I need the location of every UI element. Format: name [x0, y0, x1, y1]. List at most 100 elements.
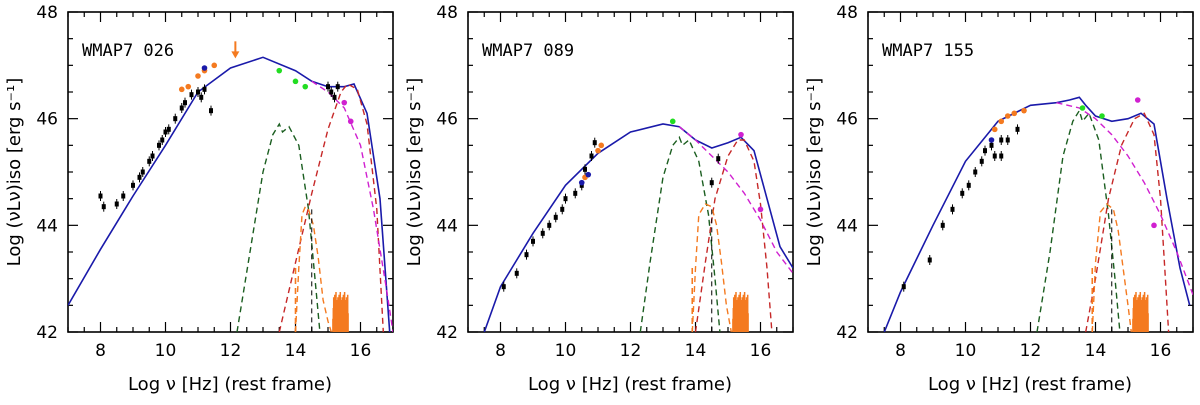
data-point: [547, 222, 552, 228]
data-point: [531, 238, 535, 244]
x-tick-label: 8: [895, 341, 906, 361]
data-point: [195, 73, 201, 79]
data-point: [1015, 126, 1020, 132]
data-point: [178, 86, 185, 93]
data-point: [183, 100, 187, 106]
data-point: [189, 92, 194, 98]
data-point: [991, 126, 998, 133]
x-tick-label: 8: [95, 341, 106, 361]
y-tick-labels: 42 44 46 48: [36, 3, 58, 343]
data-point: [1099, 113, 1105, 119]
y-tick-label: 48: [436, 3, 458, 23]
y-tick-label: 46: [836, 110, 858, 130]
data-point: [196, 89, 200, 95]
data-point: [332, 94, 337, 100]
data-point: [960, 190, 965, 196]
data-point: [209, 108, 213, 114]
plot-marks: [68, 41, 393, 332]
data-point: [979, 158, 984, 164]
optical-spectrum: [332, 292, 349, 332]
plot-marks: [883, 96, 1193, 332]
x-tick-label: 16: [750, 341, 772, 361]
data-point: [341, 99, 348, 106]
x-tick-label: 14: [685, 341, 707, 361]
data-point: [540, 230, 545, 236]
data-point: [901, 284, 906, 290]
data-point: [592, 140, 597, 146]
data-point: [276, 67, 283, 74]
data-point: [563, 196, 568, 202]
model-curve-3: [1056, 102, 1193, 295]
data-point: [1005, 137, 1010, 143]
y-tick-labels: 42 44 46 48: [836, 3, 858, 343]
data-point: [999, 137, 1004, 143]
x-tick-label: 12: [220, 341, 242, 361]
upper-limit-arrow-head: [231, 51, 240, 59]
data-point: [940, 222, 945, 228]
y-tick-label: 46: [436, 110, 458, 130]
model-curve-4: [294, 205, 332, 332]
model-curve-3: [311, 80, 393, 332]
x-tick-label: 14: [285, 341, 307, 361]
sed-panel-3: WMAP7 155 8 10 12 14 16 42 44 46 48 Log ν [Hz] …: [804, 3, 1194, 395]
data-point: [578, 179, 585, 186]
panel-title: WMAP7 026: [82, 41, 174, 61]
data-point: [983, 148, 987, 154]
data-point: [202, 86, 207, 92]
y-tick-label: 42: [836, 323, 858, 343]
sed-panel-2: WMAP7 089 8 10 12 14 16 42 44 46 48 Log ν [Hz] …: [404, 3, 794, 395]
data-point: [147, 158, 152, 164]
data-point: [98, 193, 103, 199]
data-point: [927, 257, 932, 263]
x-axis-label: Log ν [Hz] (rest frame): [928, 374, 1132, 395]
y-tick-label: 48: [36, 3, 58, 23]
data-point: [716, 156, 721, 162]
x-axis-label: Log ν [Hz] (rest frame): [528, 374, 732, 395]
model-curve-1: [639, 135, 721, 332]
y-tick-label: 42: [436, 323, 458, 343]
data-point: [131, 182, 135, 188]
optical-spectrum: [732, 292, 749, 332]
model-curve-1: [236, 122, 321, 332]
data-point: [966, 182, 971, 188]
data-point: [595, 147, 601, 154]
model-curve-3: [678, 126, 793, 274]
data-point: [173, 116, 178, 122]
x-tick-labels: 8 10 12 14 16: [495, 341, 771, 361]
x-tick-label: 12: [1020, 341, 1042, 361]
y-tick-label: 44: [36, 216, 58, 236]
model-curve-4: [1091, 203, 1132, 332]
panel-title: WMAP7 155: [882, 41, 974, 61]
data-point: [998, 118, 1005, 125]
data-point: [211, 62, 218, 69]
data-point: [757, 206, 764, 213]
data-point: [166, 126, 171, 132]
data-point: [199, 94, 204, 100]
data-point: [326, 84, 330, 90]
y-tick-label: 46: [36, 110, 58, 130]
data-point: [121, 193, 126, 199]
data-point: [140, 169, 145, 175]
data-point: [163, 129, 168, 135]
data-point: [1021, 107, 1027, 114]
x-tick-label: 16: [350, 341, 372, 361]
data-point: [292, 78, 299, 85]
y-tick-label: 48: [836, 3, 858, 23]
y-tick-labels: 42 44 46 48: [436, 3, 458, 343]
y-tick-label: 44: [436, 216, 458, 236]
x-tick-labels: 8 10 12 14 16: [95, 341, 371, 361]
model-curve-2: [278, 83, 384, 332]
data-point: [157, 142, 161, 148]
model-curve-2: [1085, 112, 1170, 332]
y-tick-label: 42: [36, 323, 58, 343]
data-point: [302, 83, 309, 90]
data-point: [988, 137, 995, 143]
data-point: [950, 206, 955, 212]
data-point: [514, 270, 519, 276]
x-tick-label: 16: [1150, 341, 1172, 361]
ticks: [867, 11, 1194, 333]
y-axis-label: Log (νLν)iso [erg s⁻¹]: [404, 78, 425, 267]
x-axis-label: Log ν [Hz] (rest frame): [128, 374, 332, 395]
model-curve-4: [691, 203, 732, 332]
